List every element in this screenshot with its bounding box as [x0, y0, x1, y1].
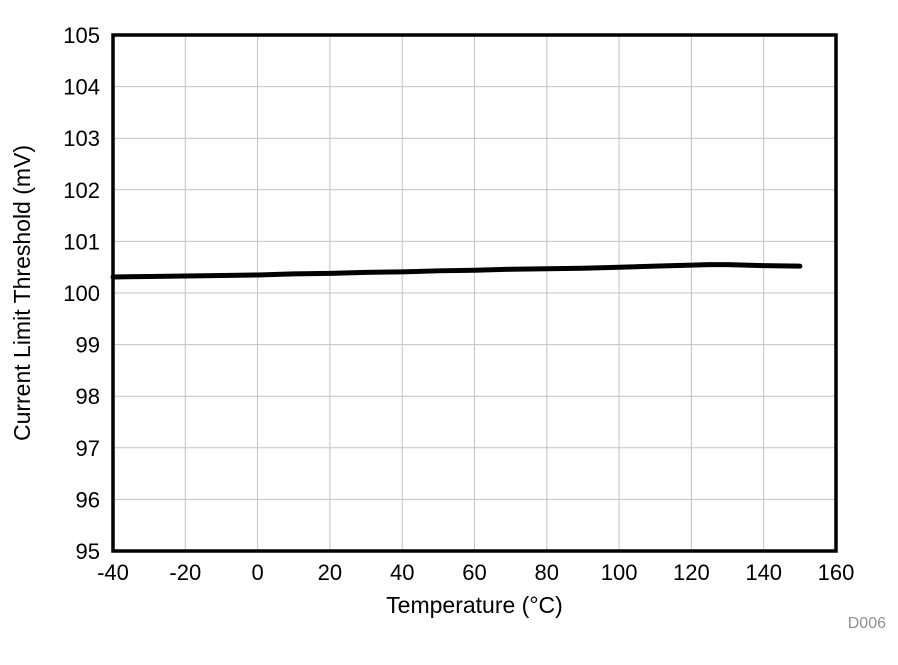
y-tick-label: 104 [63, 75, 100, 100]
y-tick-label: 101 [63, 229, 100, 254]
x-tick-label: 20 [318, 560, 342, 585]
x-tick-label: 100 [601, 560, 638, 585]
y-tick-label: 102 [63, 178, 100, 203]
data-series [110, 262, 803, 280]
x-tick-label: -20 [169, 560, 201, 585]
y-axis-title: Current Limit Threshold (mV) [9, 145, 35, 441]
y-tick-label: 95 [76, 539, 100, 564]
y-tick-label: 98 [76, 384, 100, 409]
x-tick-label: -40 [97, 560, 129, 585]
x-tick-label: 40 [390, 560, 414, 585]
figure-code-label: D006 [848, 615, 886, 632]
y-tick-label: 105 [63, 23, 100, 48]
x-tick-label: 0 [251, 560, 263, 585]
x-tick-label: 60 [462, 560, 486, 585]
x-tick-label: 120 [673, 560, 710, 585]
y-tick-label: 100 [63, 281, 100, 306]
x-tick-label: 80 [535, 560, 559, 585]
series-line [110, 262, 803, 280]
y-axis-tick-labels: 95 96 97 98 99 100 101 102 103 104 105 [63, 23, 100, 564]
y-tick-label: 103 [63, 126, 100, 151]
x-tick-label: 140 [745, 560, 782, 585]
x-axis-tick-labels: -40 -20 0 20 40 60 80 100 120 140 160 [97, 560, 854, 585]
gridlines [113, 35, 836, 551]
y-tick-label: 96 [76, 487, 100, 512]
plot-border [111, 33, 838, 553]
y-tick-label: 97 [76, 436, 100, 461]
x-tick-label: 160 [818, 560, 855, 585]
y-tick-label: 99 [76, 333, 100, 358]
x-axis-title: Temperature (°C) [386, 592, 563, 618]
